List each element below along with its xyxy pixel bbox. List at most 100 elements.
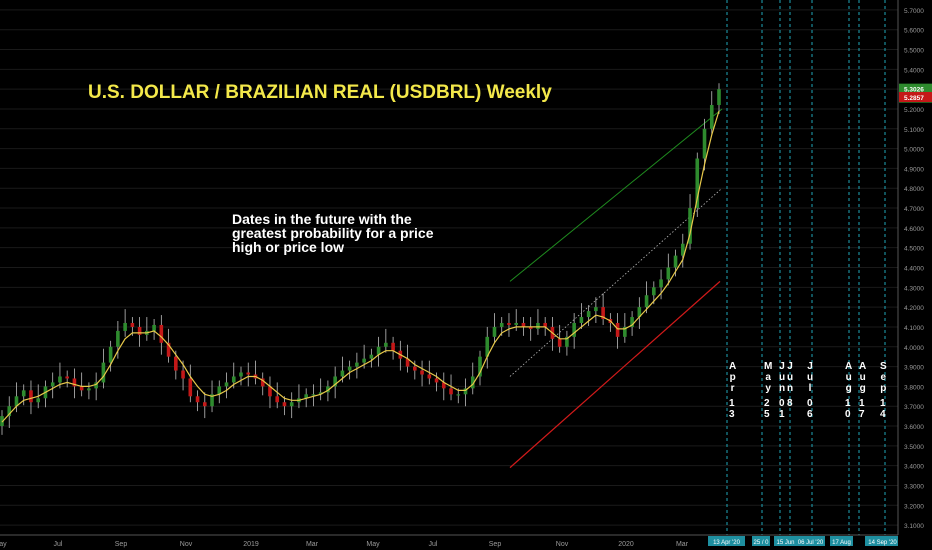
candle-up [623,326,627,337]
price-tick-label: 5.4000 [904,67,924,74]
future-date-day: 1 4 [880,398,886,420]
candle-down [159,324,164,343]
candle-up [231,376,236,383]
last-price-tag [899,83,932,94]
time-tick-label: Nov [180,541,193,548]
time-tick-label: May [0,541,7,548]
future-date-tag-label: 14 Sep '20 [868,540,897,546]
channel-top-line [509,108,723,282]
price-axis[interactable]: 5.70005.60005.50005.40005.30005.20005.10… [897,0,932,550]
candle-down [420,370,424,375]
candle-down [413,366,417,371]
price-tick-label: 5.0000 [904,147,924,154]
future-date-tag-label: 25 / 0 [753,540,769,546]
price-tick-label: 4.1000 [904,325,924,332]
candle-up [536,322,540,329]
candle-up [579,317,584,323]
candle-down [268,386,272,397]
candle-down [434,378,439,383]
time-tick-label: Jul [429,541,438,548]
candle-down [507,322,511,325]
price-tick-label: 4.2000 [904,305,924,312]
candle-up [637,307,642,318]
candle-up [36,398,41,403]
candle-up [311,394,316,396]
time-tick-label: Mar [676,541,689,548]
candles [0,83,721,435]
future-date-day: 1 0 [845,398,851,420]
candle-down [449,388,453,395]
candle-down [246,372,251,375]
candle-up [369,354,374,359]
candle-up [485,336,490,357]
candle-down [601,307,605,320]
candle-down [282,402,287,407]
price-tick-label: 3.9000 [904,365,924,372]
time-axis[interactable]: May Jul Sep Nov 2019 Mar May Jul Sep Nov 2020 Mar [0,534,898,548]
price-tick-label: 4.9000 [904,166,924,173]
candle-down [521,322,526,327]
candle-down [405,358,410,367]
candle-down [79,386,84,391]
candle-up [217,386,222,395]
candle-down [137,326,142,335]
candle-up [630,317,634,327]
candle-up [478,356,482,377]
candle-up [717,89,721,106]
moving-average-line [1,110,720,423]
candle-up [695,158,700,209]
price-tick-label: 3.8000 [904,384,924,391]
future-date-month: J u n [779,361,786,394]
price-tick-label: 5.2000 [904,107,924,114]
candle-up [304,394,308,399]
candle-down [181,370,185,379]
candle-up [702,128,707,159]
candle-up [289,402,294,407]
price-tick-label: 3.6000 [904,424,924,431]
candle-down [275,396,280,403]
ma-price-label: 5.2857 [904,95,924,102]
candle-up [123,322,127,331]
price-labels: 5.30263d 21h5.2857 [899,83,932,103]
candle-up [152,324,156,331]
time-tick-label: Jul [54,541,63,548]
future-date-tag [708,536,745,546]
price-tick-label: 3.3000 [904,483,924,490]
candle-down [65,376,69,379]
price-tick-label: 3.5000 [904,444,924,451]
price-tick-label: 4.8000 [904,186,924,193]
candle-down [195,396,200,403]
grid-lines [0,9,898,526]
candle-up [709,105,714,129]
future-date-month: J u l [807,361,814,394]
candle-down [174,356,178,371]
future-date-day: 2 5 [764,398,770,420]
future-date-tag [865,536,900,546]
candle-up [94,382,98,389]
candle-up [594,307,598,312]
future-date-tag-label: 15 Jun [776,540,794,546]
time-tick-label: May [366,541,380,548]
candle-up [14,396,19,407]
future-date-day: 0 6 [807,398,813,420]
candle-up [688,208,692,244]
candle-up [463,388,468,395]
candle-up [239,372,243,377]
candle-up [7,406,12,417]
candle-up [340,370,345,377]
candle-up [470,376,475,389]
channel-bottom-line [509,280,721,469]
candle-up [210,394,214,407]
candle-down [528,326,533,329]
candle-up [666,267,671,280]
price-tick-label: 4.5000 [904,246,924,253]
candle-up [333,376,337,387]
chart-annotation: Dates in the future with the greatest pr… [232,211,434,255]
future-date-tag-label: 13 Apr '20 [713,540,740,546]
candle-down [427,374,432,379]
candle-down [166,342,171,357]
candle-up [673,255,678,268]
candle-up [565,336,569,347]
candle-down [391,342,395,351]
